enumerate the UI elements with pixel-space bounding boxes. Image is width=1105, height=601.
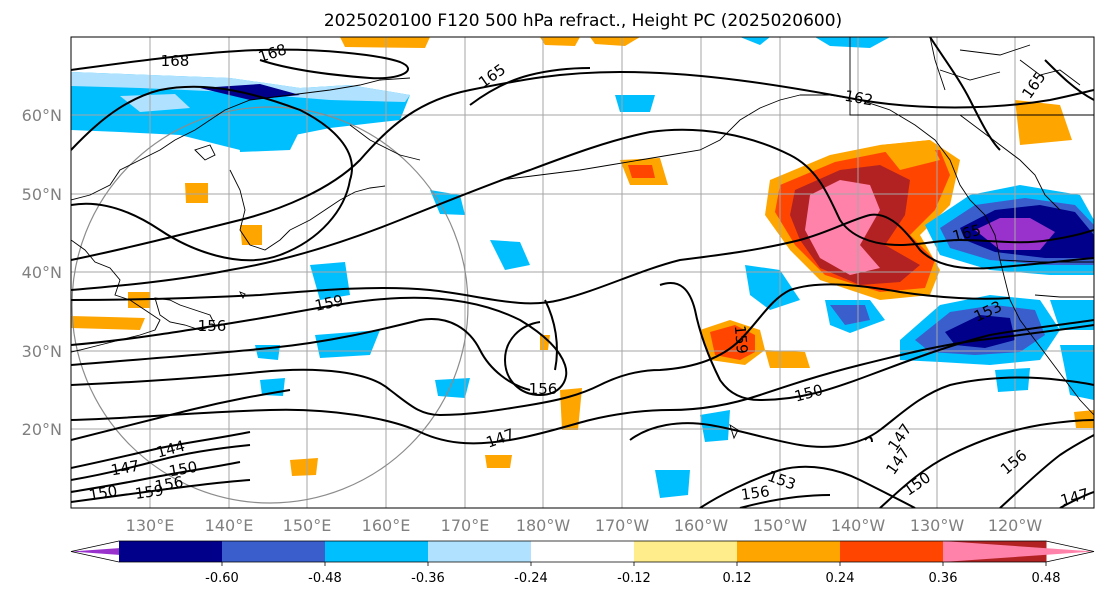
height-contours: [71, 37, 1094, 508]
colorbar-tick-label: -0.60: [205, 571, 239, 586]
positive-anomaly-region: [485, 455, 512, 468]
colorbar-tick-label: 0.48: [1032, 571, 1061, 586]
positive-anomaly-region: [590, 37, 640, 46]
contour-label: 159: [134, 481, 165, 503]
positive-anomaly-region: [340, 37, 430, 48]
contour-label: 156: [198, 317, 227, 335]
contour-label: 156: [529, 380, 558, 398]
contour-label: 147: [109, 457, 140, 480]
map-frame: [70, 36, 1095, 509]
lat-label: 60°N: [22, 106, 62, 125]
negative-anomaly-region: [815, 37, 890, 48]
lon-label: 120°W: [988, 516, 1043, 535]
colorbar: -0.60 -0.48 -0.36 -0.24 -0.12 0.12 0.24 0.36 0.4…: [70, 540, 1095, 586]
positive-anomaly-region: [880, 140, 940, 170]
colorbar-segment: [840, 541, 944, 562]
latitude-labels: 60°N 50°N 40°N 30°N 20°N: [22, 106, 62, 439]
lat-label: 20°N: [22, 420, 62, 439]
positive-anomaly-region: [290, 458, 318, 476]
negative-anomaly-region: [995, 368, 1030, 392]
lon-label: 150°W: [753, 516, 808, 535]
colorbar-tick-label: -0.12: [617, 571, 651, 586]
extreme-positive-anomaly-core: [805, 180, 880, 275]
lon-label: 130°W: [910, 516, 965, 535]
negative-anomaly-region: [655, 470, 690, 498]
contour-label: 150: [167, 458, 198, 481]
range-circle: [71, 106, 469, 504]
lat-label: 30°N: [22, 342, 62, 361]
positive-anomaly-region: [240, 225, 262, 245]
lon-label: 160°W: [674, 516, 729, 535]
positive-anomaly-region: [540, 37, 580, 46]
negative-anomaly-core: [200, 84, 300, 100]
colorbar-tick-label: -0.48: [308, 571, 342, 586]
colorbar-segment: [325, 541, 429, 562]
longitude-labels: 130°E 140°E 150°E 160°E 170°E 180°W 170°…: [126, 516, 1043, 535]
contour-label: 156: [153, 473, 184, 496]
negative-anomaly-region: [830, 305, 870, 325]
colorbar-tick-label: 0.36: [929, 571, 958, 586]
refractivity-anomaly-fills: [71, 37, 1094, 498]
contour-label: 156: [740, 482, 771, 504]
negative-anomaly-region: [490, 240, 530, 270]
map-title: 2025020100 F120 500 hPa refract., Height…: [324, 11, 842, 31]
colorbar-segment: [531, 541, 635, 562]
colorbar-segment: [222, 541, 326, 562]
strong-positive-anomaly-region: [628, 165, 655, 178]
colorbar-tick-label: 0.12: [723, 571, 752, 586]
contour-label: 162: [843, 87, 874, 110]
contour-label: 150: [87, 482, 118, 505]
colorbar-segment: [737, 541, 841, 562]
positive-anomaly-region: [185, 183, 208, 203]
negative-anomaly-region: [740, 37, 770, 45]
colorbar-tick-label: 0.24: [826, 571, 855, 586]
negative-anomaly-region: [1060, 345, 1094, 400]
negative-anomaly-region: [430, 190, 465, 215]
colorbar-segment: [634, 541, 738, 562]
lon-label: 170°W: [595, 516, 650, 535]
lon-label: 150°E: [283, 516, 332, 535]
colorbar-segment: [428, 541, 532, 562]
colorbar-tick-label: -0.24: [514, 571, 548, 586]
lat-label: 40°N: [22, 263, 62, 282]
contour-label: 159: [313, 291, 345, 315]
colorbar-segment: [119, 541, 223, 562]
lon-label: 140°E: [205, 516, 254, 535]
lon-label: 170°E: [441, 516, 490, 535]
coastlines: [71, 37, 1094, 440]
lat-label: 50°N: [22, 185, 62, 204]
contour-label: 168: [161, 52, 190, 70]
lon-label: 180°W: [516, 516, 571, 535]
lon-label: 160°E: [362, 516, 411, 535]
lon-label: 140°W: [831, 516, 886, 535]
negative-anomaly-region: [435, 378, 470, 398]
positive-anomaly-region: [1015, 100, 1072, 145]
negative-anomaly-region: [745, 265, 800, 310]
positive-anomaly-region: [71, 316, 145, 330]
map-panel: 168 168 165 162 165 165 159 156 156 159 …: [70, 36, 1095, 510]
contour-label: 159: [731, 325, 751, 355]
positive-anomaly-region: [1074, 410, 1094, 428]
lon-label: 130°E: [126, 516, 175, 535]
negative-anomaly-region: [615, 95, 655, 112]
colorbar-extend-high: [943, 541, 1094, 562]
positive-anomaly-region: [765, 350, 810, 368]
strong-negative-anomaly-region: [945, 315, 1015, 348]
colorbar-tick-label: -0.36: [411, 571, 445, 586]
colorbar-outline: [70, 540, 1095, 563]
negative-anomaly-region: [238, 128, 300, 152]
